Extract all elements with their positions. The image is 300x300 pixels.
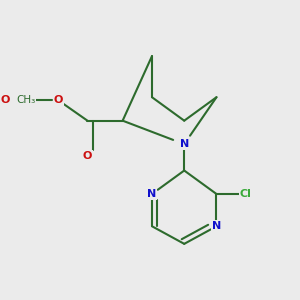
Text: O: O xyxy=(1,95,10,105)
Text: N: N xyxy=(180,139,189,149)
Text: N: N xyxy=(212,221,221,231)
Text: Cl: Cl xyxy=(240,189,252,199)
Text: O: O xyxy=(83,151,92,161)
Text: O: O xyxy=(21,95,31,105)
Text: N: N xyxy=(147,189,157,199)
Text: CH₃: CH₃ xyxy=(16,95,35,105)
Text: O: O xyxy=(53,95,63,105)
